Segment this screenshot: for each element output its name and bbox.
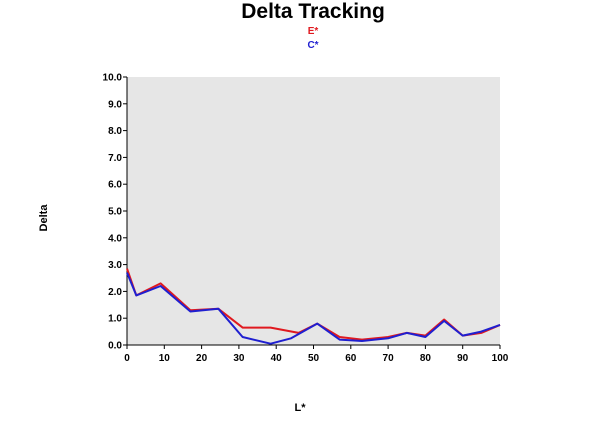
chart-title: Delta Tracking <box>241 0 385 23</box>
y-tick-label: 6.0 <box>108 180 122 191</box>
y-tick-label: 2.0 <box>108 287 122 298</box>
x-tick-label: 0 <box>124 353 130 364</box>
x-tick-label: 30 <box>233 353 245 364</box>
x-tick-label: 70 <box>383 353 395 364</box>
legend-entry-c: C* <box>307 40 319 51</box>
x-tick-label: 80 <box>420 353 432 364</box>
y-tick-label: 3.0 <box>108 260 122 271</box>
legend-entry-e: E* <box>307 26 319 37</box>
x-tick-label: 60 <box>345 353 357 364</box>
y-tick-label: 4.0 <box>108 233 122 244</box>
x-tick-label: 40 <box>271 353 283 364</box>
series-line-c <box>126 272 501 345</box>
x-tick-label: 20 <box>196 353 208 364</box>
y-tick-label: 1.0 <box>108 314 122 325</box>
x-axis-label: L* <box>294 402 306 414</box>
x-tick-label: 10 <box>159 353 171 364</box>
series-layer <box>126 268 501 345</box>
plot-area <box>127 77 500 345</box>
y-tick-label: 5.0 <box>108 207 122 218</box>
y-tick-label: 9.0 <box>108 99 122 110</box>
x-tick-label: 50 <box>308 353 320 364</box>
x-tick-label: 100 <box>492 353 509 364</box>
axes: 0.0 1.0 2.0 3.0 4.0 5.0 6.0 7.0 8.0 9.0 10.0 0 10 20 3… <box>103 73 509 365</box>
x-tick-label: 90 <box>457 353 469 364</box>
y-tick-label: 0.0 <box>108 341 122 352</box>
y-tick-label: 8.0 <box>108 126 122 137</box>
y-tick-label: 7.0 <box>108 153 122 164</box>
y-tick-label: 10.0 <box>103 73 123 84</box>
